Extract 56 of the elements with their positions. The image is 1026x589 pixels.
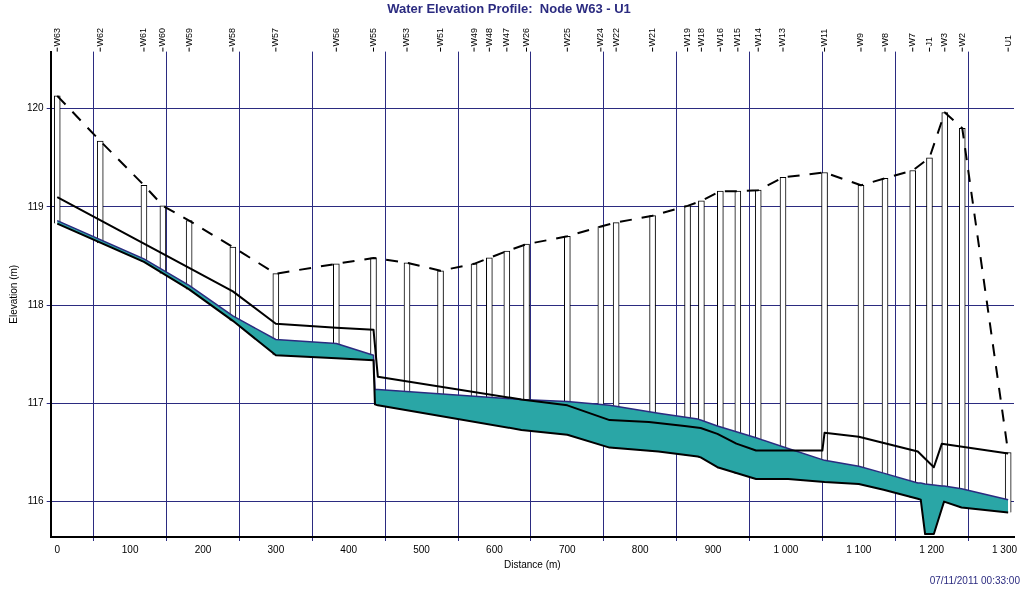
text: W60 bbox=[157, 28, 168, 47]
text: J1 bbox=[923, 37, 934, 47]
text: W62 bbox=[94, 28, 105, 47]
y-tick-label: 119 bbox=[27, 200, 45, 212]
x-tick-label: 200 bbox=[194, 543, 212, 555]
x-tick-label: 1 300 bbox=[992, 543, 1018, 555]
text: W61 bbox=[138, 28, 149, 47]
text: W24 bbox=[595, 28, 606, 47]
x-tick-label: 500 bbox=[413, 543, 431, 555]
x-tick-label: 300 bbox=[267, 543, 285, 555]
x-tick-label: 0 bbox=[54, 543, 61, 555]
text: U1 bbox=[1002, 35, 1013, 47]
x-tick-label: 900 bbox=[704, 543, 722, 555]
text: W7 bbox=[907, 33, 918, 47]
text: W19 bbox=[682, 28, 693, 47]
text: W56 bbox=[330, 28, 341, 47]
text: W63 bbox=[51, 28, 62, 47]
x-tick-label: 1 200 bbox=[919, 543, 945, 555]
text: W25 bbox=[561, 28, 572, 47]
text: W57 bbox=[270, 28, 281, 47]
x-tick-label: 1 000 bbox=[773, 543, 799, 555]
text: W51 bbox=[435, 28, 446, 47]
text: W15 bbox=[732, 28, 743, 47]
text: W49 bbox=[468, 28, 479, 47]
text: W14 bbox=[752, 28, 763, 47]
text: W16 bbox=[714, 28, 725, 47]
text: 07/11/2011 00:33:00 bbox=[929, 574, 1021, 586]
text: W48 bbox=[483, 28, 494, 47]
x-axis-title: Distance (m) bbox=[504, 558, 561, 570]
x-tick-label: 100 bbox=[121, 543, 139, 555]
text: W55 bbox=[367, 28, 378, 47]
x-tick-label: 600 bbox=[486, 543, 504, 555]
y-tick-label: 118 bbox=[27, 298, 45, 310]
chart-title: Water Elevation Profile: Node W63 - U1 bbox=[387, 1, 631, 17]
text: W58 bbox=[227, 28, 238, 47]
text: W11 bbox=[819, 28, 830, 47]
text: W21 bbox=[647, 28, 658, 47]
text: W22 bbox=[610, 28, 621, 47]
text: W8 bbox=[879, 33, 890, 47]
x-tick-label: 400 bbox=[340, 543, 358, 555]
y-tick-label: 116 bbox=[27, 495, 45, 507]
text: W53 bbox=[401, 28, 412, 47]
text: W13 bbox=[777, 28, 788, 47]
x-tick-label: 700 bbox=[558, 543, 577, 555]
text: W3 bbox=[939, 33, 950, 47]
text: W59 bbox=[183, 28, 194, 47]
text: W18 bbox=[695, 28, 706, 47]
text: W47 bbox=[501, 28, 512, 47]
y-tick-label: 120 bbox=[27, 102, 45, 114]
text: W9 bbox=[855, 33, 866, 47]
y-tick-label: 117 bbox=[27, 397, 45, 409]
y-axis-title: Elevation (m) bbox=[7, 264, 19, 324]
text: W26 bbox=[521, 28, 531, 47]
x-tick-label: 1 100 bbox=[846, 543, 872, 555]
text: W2 bbox=[956, 33, 967, 47]
x-tick-label: 800 bbox=[631, 543, 649, 555]
